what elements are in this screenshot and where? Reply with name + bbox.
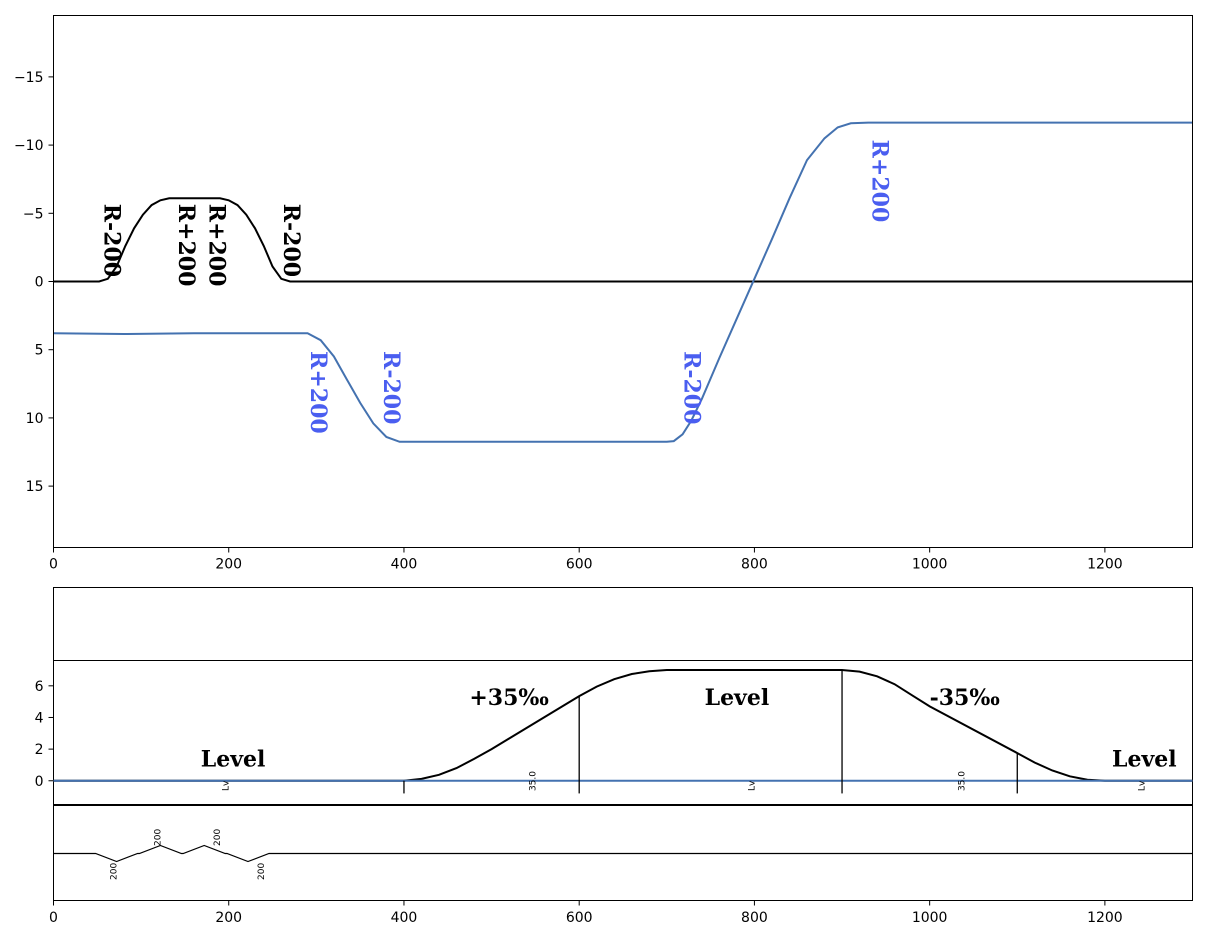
x-tick-label: 1200 (1087, 557, 1123, 573)
curve-annotation-7: R+200 (867, 140, 893, 223)
curvature-x-tick-label: 400 (391, 910, 418, 926)
y-tick-label: −15 (14, 70, 44, 86)
y-tick-label: 5 (35, 343, 44, 359)
curvature-x-axis: 0 200 400 600 800 1000 1200 (49, 900, 1123, 926)
grade-label-3: -35‰ (930, 685, 1000, 711)
grade-label-2: Level (705, 685, 770, 711)
alignment-x-axis: 0 200 400 600 800 1000 1200 (49, 547, 1123, 573)
curvature-line-0 (53, 844, 1193, 863)
radius-label-0: 200 (110, 863, 120, 880)
y-tick-label: −10 (14, 138, 44, 154)
profile-y-axis: 0 2 4 6 (35, 679, 54, 790)
segment-label-4: Lv (1137, 780, 1147, 791)
alignment-y-axis: −15 −10 −5 0 5 10 15 (14, 70, 54, 495)
curve-annotation-0: R-200 (98, 204, 124, 277)
curvature-x-tick-label: 200 (215, 910, 242, 926)
alignment-series (53, 121, 1193, 443)
y-tick-label: 0 (35, 275, 44, 291)
x-tick-label: 200 (215, 557, 242, 573)
segment-label-0: Lv (222, 780, 232, 791)
grade-label-4: Level (1112, 747, 1177, 773)
profile-y-tick-label: 2 (35, 742, 44, 758)
curvature-series (53, 844, 1193, 863)
grade-labels: Level +35‰ Level -35‰ Level (201, 685, 1177, 773)
curve-annotation-3: R-200 (278, 204, 304, 277)
profile-outer-frame (53, 587, 1193, 805)
curve-annotation-6: R-200 (678, 351, 704, 424)
curve-annotation-4: R+200 (305, 351, 331, 434)
curvature-x-tick-label: 1000 (912, 910, 948, 926)
y-tick-label: 10 (26, 411, 44, 427)
alignment-line-0 (53, 197, 1193, 283)
segment-label-3: 35.0 (958, 771, 968, 791)
radius-label-2: 200 (213, 829, 223, 846)
profile-panel: Level +35‰ Level -35‰ Level Lv 35.0 Lv 35.0 Lv 0… (35, 587, 1193, 805)
profile-y-tick-label: 6 (35, 679, 44, 695)
profile-y-tick-label: 4 (35, 710, 44, 726)
curvature-x-tick-label: 1200 (1087, 910, 1123, 926)
grade-label-0: Level (201, 747, 266, 773)
x-tick-label: 800 (741, 557, 768, 573)
curvature-panel: 200 200 200 200 0 200 400 600 800 1000 1200 (49, 805, 1193, 926)
y-tick-label: −5 (23, 206, 44, 222)
curve-annotation-5: R-200 (378, 351, 404, 424)
grade-break-lines (403, 669, 1018, 794)
alignment-line-1 (53, 121, 1193, 443)
curve-annotation-2: R+200 (203, 204, 229, 287)
curvature-x-tick-label: 800 (741, 910, 768, 926)
radius-labels: 200 200 200 200 (110, 829, 267, 880)
profile-series (53, 669, 1193, 782)
curvature-x-tick-label: 0 (49, 910, 58, 926)
profile-line-0 (53, 669, 1193, 782)
segment-label-2: Lv (747, 780, 757, 791)
radius-label-3: 200 (257, 863, 267, 880)
x-tick-label: 400 (391, 557, 418, 573)
segment-labels: Lv 35.0 Lv 35.0 Lv (222, 771, 1148, 791)
grade-label-1: +35‰ (469, 685, 549, 711)
x-tick-label: 1000 (912, 557, 948, 573)
x-tick-label: 600 (566, 557, 593, 573)
y-tick-label: 15 (26, 479, 44, 495)
curve-annotation-1: R+200 (173, 204, 199, 287)
profile-y-tick-label: 0 (35, 774, 44, 790)
segment-label-1: 35.0 (528, 771, 538, 791)
radius-label-1: 200 (153, 829, 163, 846)
x-tick-label: 0 (49, 557, 58, 573)
curvature-x-tick-label: 600 (566, 910, 593, 926)
